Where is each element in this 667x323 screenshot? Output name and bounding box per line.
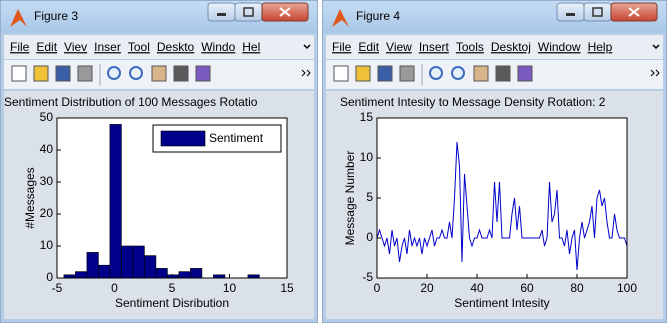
menu-item[interactable]: Insert bbox=[419, 40, 450, 54]
menu-item[interactable]: File bbox=[332, 40, 352, 54]
x-tick-label: 20 bbox=[420, 281, 434, 295]
y-tick-label: 50 bbox=[40, 110, 54, 124]
y-tick-label: 5 bbox=[366, 190, 373, 204]
histogram-bar bbox=[179, 272, 191, 278]
minimize-button[interactable] bbox=[208, 3, 235, 21]
legend-swatch bbox=[161, 131, 205, 146]
window-title: Figure 4 bbox=[356, 9, 400, 23]
toolbar-icon[interactable] bbox=[474, 66, 488, 81]
histogram-bar bbox=[133, 246, 145, 278]
toolbar bbox=[326, 60, 663, 89]
legend-label: Sentiment bbox=[209, 131, 264, 145]
y-tick-label: 0 bbox=[46, 270, 53, 284]
toolbar-icon[interactable] bbox=[196, 66, 210, 81]
window: Figure 3 File Edit Viev Inser Tool Deskto Windo… bbox=[0, 0, 318, 323]
y-tick-label: 40 bbox=[40, 142, 54, 156]
histogram-bar bbox=[75, 272, 87, 278]
x-axis-label: Sentiment Intesity bbox=[454, 296, 549, 310]
menu-item[interactable]: Edit bbox=[36, 40, 57, 54]
histogram-bar bbox=[98, 265, 110, 278]
toolbar-icon[interactable] bbox=[174, 66, 188, 81]
toolbar-icon[interactable] bbox=[130, 67, 142, 79]
x-tick-label: 100 bbox=[617, 281, 637, 295]
x-tick-label: -5 bbox=[52, 281, 63, 295]
histogram-bar bbox=[190, 268, 202, 278]
toolbar-icon[interactable] bbox=[108, 67, 120, 79]
y-tick-label: 10 bbox=[360, 150, 374, 164]
menu-item[interactable]: Viev bbox=[64, 40, 87, 54]
histogram-bar bbox=[144, 256, 156, 278]
toolbar-icon[interactable] bbox=[12, 66, 26, 81]
histogram-bar bbox=[156, 268, 168, 278]
menu: File Edit Viev Inser Tool Deskto Windo Hel bbox=[10, 40, 260, 54]
minimize-glyph bbox=[566, 13, 575, 16]
chart-title: Sentiment Distribution of 100 Messages R… bbox=[4, 95, 258, 109]
y-axis-label: Message Number bbox=[343, 151, 357, 246]
menu-item[interactable]: Hel bbox=[242, 40, 260, 54]
toolbar-icon[interactable] bbox=[452, 67, 464, 79]
x-tick-label: 40 bbox=[470, 281, 484, 295]
x-axis-label: Sentiment Disribution bbox=[115, 296, 229, 310]
y-tick-label: 0 bbox=[366, 230, 373, 244]
plot-area bbox=[377, 118, 627, 278]
maximize-button[interactable] bbox=[235, 3, 262, 21]
menu-item[interactable]: Inser bbox=[94, 40, 121, 54]
menu-item[interactable]: Edit bbox=[358, 40, 379, 54]
toolbar-icon[interactable] bbox=[400, 66, 414, 81]
toolbar-icon[interactable] bbox=[518, 66, 532, 81]
toolbar-icon[interactable] bbox=[334, 66, 348, 81]
toolbar-icon[interactable] bbox=[496, 66, 510, 81]
menu-item[interactable]: View bbox=[386, 40, 412, 54]
maximize-button[interactable] bbox=[584, 3, 611, 21]
histogram-bar bbox=[110, 124, 122, 278]
menu-item[interactable]: Window bbox=[538, 40, 581, 54]
x-tick-label: 10 bbox=[223, 281, 237, 295]
toolbar-icon[interactable] bbox=[430, 67, 442, 79]
window-title: Figure 3 bbox=[34, 9, 78, 23]
menu-item[interactable]: Tools bbox=[456, 40, 484, 54]
menu-item[interactable]: File bbox=[10, 40, 30, 54]
y-tick-label: 30 bbox=[40, 174, 54, 188]
toolbar-icon[interactable] bbox=[152, 66, 166, 81]
screen: Figure 3 File Edit Viev Inser Tool Deskto Windo… bbox=[0, 0, 667, 323]
y-tick-label: 20 bbox=[40, 206, 54, 220]
x-tick-label: 15 bbox=[280, 281, 294, 295]
y-tick-label: 10 bbox=[40, 238, 54, 252]
menu: File Edit View Insert Tools Desktoj Window Help bbox=[332, 40, 613, 54]
histogram-bar bbox=[121, 246, 132, 278]
toolbar-icon[interactable] bbox=[356, 66, 370, 81]
y-axis-label: #Messages bbox=[23, 167, 37, 228]
toolbar-icon[interactable] bbox=[78, 66, 92, 81]
y-tick-label: 15 bbox=[360, 110, 374, 124]
menu-item[interactable]: Deskto bbox=[157, 40, 195, 54]
menu-item[interactable]: Help bbox=[588, 40, 613, 54]
x-tick-label: 0 bbox=[111, 281, 118, 295]
window: Figure 4 File Edit View Insert Tools Desktoj Wi… bbox=[322, 0, 667, 323]
y-tick-label: -5 bbox=[362, 270, 373, 284]
toolbar-icon[interactable] bbox=[56, 66, 70, 81]
x-tick-label: 0 bbox=[374, 281, 381, 295]
menu-item[interactable]: Windo bbox=[201, 40, 235, 54]
minimize-button[interactable] bbox=[557, 3, 584, 21]
x-tick-label: 60 bbox=[520, 281, 534, 295]
minimize-glyph bbox=[217, 13, 226, 16]
x-tick-label: 80 bbox=[570, 281, 584, 295]
histogram-bar bbox=[87, 252, 99, 278]
menu-item[interactable]: Desktoj bbox=[491, 40, 531, 54]
toolbar-icon[interactable] bbox=[34, 66, 48, 81]
chart-title: Sentiment Intesity to Message Density Ro… bbox=[340, 95, 606, 109]
x-tick-label: 5 bbox=[169, 281, 176, 295]
menu-item[interactable]: Tool bbox=[128, 40, 150, 54]
toolbar-icon[interactable] bbox=[378, 66, 392, 81]
